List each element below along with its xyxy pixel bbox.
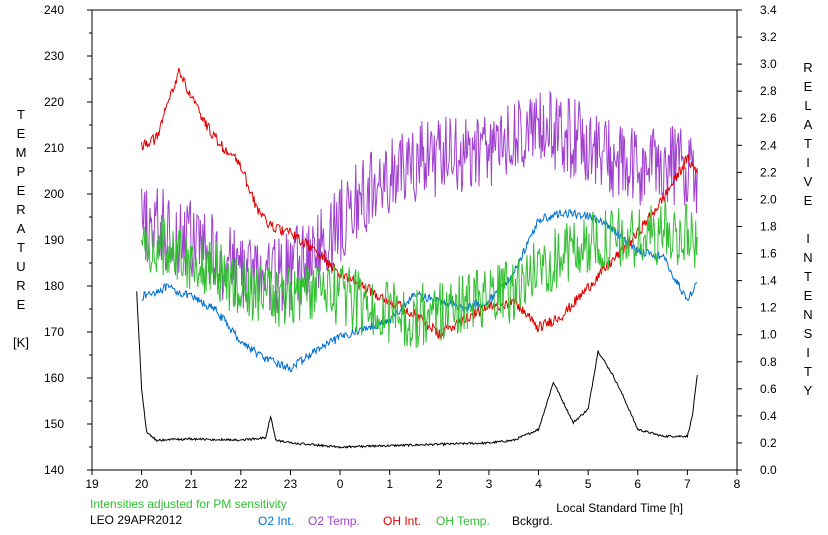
right-y-tick-label: 1.0 [760, 328, 777, 342]
left-y-label-char: E [16, 126, 26, 141]
left-y-tick-label: 160 [44, 371, 64, 385]
x-tick-label: 1 [386, 477, 393, 491]
x-tick-label: 3 [486, 477, 493, 491]
left-y-tick-label: 180 [44, 279, 64, 293]
right-y-tick-label: 1.8 [760, 219, 777, 233]
right-y-tick-label: 1.2 [760, 301, 777, 315]
left-y-label-char: P [16, 164, 26, 179]
left-y-tick-label: 170 [44, 325, 64, 339]
right-y-label-char: R [803, 60, 813, 75]
right-y-label-char: S [803, 326, 813, 341]
left-y-label-char: T [17, 107, 25, 122]
series-line-o2-int [141, 208, 698, 373]
x-tick-label: 2 [436, 477, 443, 491]
right-y-tick-label: 2.0 [760, 192, 777, 206]
right-y-label-char: N [803, 250, 813, 265]
right-y-label-char: N [803, 307, 813, 322]
ticks-layer: 19 20 21 22 23 0 1 2 3 4 5 6 7 8140150160170180190200… [44, 3, 777, 491]
x-tick-label: 8 [734, 477, 741, 491]
x-tick-label: 19 [85, 477, 99, 491]
right-y-tick-label: 2.8 [760, 84, 777, 98]
left-y-label-char: R [16, 278, 26, 293]
right-y-label-char: L [804, 98, 812, 113]
right-y-label-char: E [803, 288, 813, 303]
x-tick-label: 7 [684, 477, 691, 491]
legend-o2-temperature: O2 Temp. [308, 514, 360, 528]
series-line-o2-temp [141, 90, 698, 314]
left-y-tick-label: 150 [44, 417, 64, 431]
left-y-tick-label: 220 [44, 95, 64, 109]
x-axis-label: Local Standard Time [h] [556, 501, 683, 515]
right-y-tick-label: 0.0 [760, 463, 777, 477]
right-y-tick-label: 3.2 [760, 30, 777, 44]
right-y-label-char: A [803, 117, 813, 132]
x-tick-label: 20 [135, 477, 149, 491]
right-y-label-char: E [803, 79, 813, 94]
left-y-tick-label: 140 [44, 463, 64, 477]
left-y-label-char [13, 314, 29, 333]
right-y-tick-label: 1.4 [760, 274, 777, 288]
right-y-tick-label: 3.4 [760, 3, 777, 17]
right-y-label-char: T [804, 364, 812, 379]
right-y-label-char: Y [803, 383, 813, 398]
right-y-label-char: I [806, 155, 810, 170]
left-y-label-char: U [16, 259, 26, 274]
left-y-label-char: R [16, 202, 26, 217]
right-y-tick-label: 1.6 [760, 247, 777, 261]
right-y-label-char [800, 210, 816, 229]
right-y-label-char: T [804, 136, 812, 151]
legend-background: Bckgrd. [512, 514, 553, 528]
left-y-tick-label: 210 [44, 141, 64, 155]
x-tick-label: 0 [337, 477, 344, 491]
left-y-tick-label: 230 [44, 49, 64, 63]
station-date-label: LEO 29APR2012 [90, 513, 183, 527]
left-y-label-char: A [16, 221, 26, 236]
left-y-label-char: E [16, 183, 26, 198]
right-y-label-char: I [806, 345, 810, 360]
series-line-oh-int [141, 67, 698, 340]
legend-oh-intensity: OH Int. [383, 514, 422, 528]
legend-oh-temperature: OH Temp. [436, 514, 490, 528]
left-y-tick-label: 200 [44, 187, 64, 201]
right-y-tick-label: 2.6 [760, 111, 777, 125]
right-y-tick-label: 0.2 [760, 436, 777, 450]
x-tick-label: 22 [234, 477, 248, 491]
x-tick-label: 5 [585, 477, 592, 491]
right-y-tick-label: 3.0 [760, 57, 777, 71]
left-y-tick-label: 190 [44, 233, 64, 247]
left-y-label-char: T [17, 240, 25, 255]
x-tick-label: 4 [535, 477, 542, 491]
sensitivity-note: Intensities adjusted for PM sensitivity [90, 497, 287, 511]
x-tick-label: 21 [185, 477, 199, 491]
right-y-tick-label: 0.4 [760, 409, 777, 423]
series-line-oh-temp [141, 199, 698, 349]
series-layer [136, 67, 698, 449]
right-y-label-char: T [804, 269, 812, 284]
right-y-label-char: E [803, 193, 813, 208]
right-y-tick-label: 2.4 [760, 138, 777, 152]
right-y-tick-label: 0.6 [760, 382, 777, 396]
right-y-label-char: V [803, 174, 813, 189]
left-y-label-char: [K] [13, 335, 29, 350]
right-y-tick-label: 2.2 [760, 165, 777, 179]
left-y-label-char: M [15, 145, 27, 160]
x-tick-label: 23 [284, 477, 298, 491]
left-y-tick-label: 240 [44, 3, 64, 17]
left-y-label-char: E [16, 297, 26, 312]
right-y-tick-label: 0.8 [760, 355, 777, 369]
legend-o2-intensity: O2 Int. [258, 514, 295, 528]
right-y-label-char: I [806, 231, 810, 246]
x-tick-label: 6 [634, 477, 641, 491]
series-line-bckgrd [136, 291, 698, 449]
